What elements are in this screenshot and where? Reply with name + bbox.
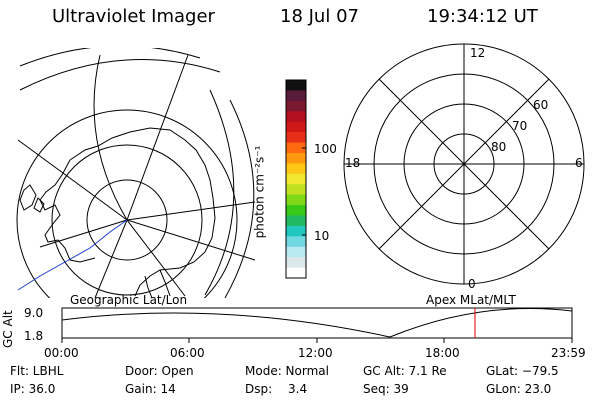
colorbar-segment xyxy=(286,111,306,123)
mlt-line-diagonal xyxy=(378,78,550,250)
colorbar-tick-10: 10 xyxy=(314,229,330,243)
lat-circle xyxy=(16,109,238,298)
altitude-timeline xyxy=(61,307,573,343)
colorbar-segment xyxy=(286,90,306,102)
apex-label: Apex MLat/MLT xyxy=(426,293,516,307)
coastline xyxy=(144,275,153,298)
x-tick-0000: 00:00 xyxy=(44,346,79,360)
coastline xyxy=(19,184,37,211)
dsp-label: Dsp: xyxy=(245,382,273,396)
altitude-curve xyxy=(61,307,573,338)
colorbar-segment xyxy=(286,80,306,91)
dsp-value: 3.4 xyxy=(288,382,308,396)
mlt-label-0: 0 xyxy=(468,277,476,291)
colorbar-segment xyxy=(286,225,306,237)
gc-alt-info: GC Alt: 7.1 Re xyxy=(363,364,447,378)
mlat-label-70: 70 xyxy=(512,119,528,133)
y-tick-1-8: 1.8 xyxy=(24,329,44,343)
colorbar-segment xyxy=(286,236,306,248)
mlat-label-60: 60 xyxy=(533,98,549,112)
colorbar-segment xyxy=(286,246,306,258)
colorbar-frame xyxy=(285,79,307,279)
lat-circle xyxy=(86,179,168,261)
mlt-label-12: 12 xyxy=(470,46,486,60)
mlat-label-80: 80 xyxy=(491,140,507,154)
colorbar-segment xyxy=(286,121,306,133)
colorbar xyxy=(285,79,307,279)
colorbar-segment xyxy=(286,215,306,227)
colorbar-segment xyxy=(286,152,306,164)
y-tick-9: 9.0 xyxy=(24,306,44,320)
x-tick-1200: 12:00 xyxy=(298,346,333,360)
x-tick-1800: 18:00 xyxy=(425,346,460,360)
door-info: Door: Open xyxy=(125,364,194,378)
mlt-label-6: 6 xyxy=(575,156,583,170)
mlt-label-18: 18 xyxy=(345,156,361,170)
timeline-ylabel: GC Alt xyxy=(1,310,15,348)
fov-arc xyxy=(204,89,235,296)
coastline xyxy=(69,127,216,297)
seq-info: Seq: 39 xyxy=(363,382,409,396)
colorbar-segment xyxy=(286,194,306,206)
colorbar-unit-label: photon cm⁻²s⁻¹ xyxy=(252,145,267,239)
x-tick-2359: 23:59 xyxy=(551,346,586,360)
timeline-frame xyxy=(61,307,573,339)
polar-plot xyxy=(343,43,585,285)
colorbar-segment xyxy=(286,142,306,154)
colorbar-segment xyxy=(286,184,306,196)
fov-arc xyxy=(19,48,201,67)
geographic-map xyxy=(16,48,256,298)
ip-info: IP: 36.0 xyxy=(10,382,56,396)
colorbar-segment xyxy=(286,173,306,185)
coastline xyxy=(39,159,96,263)
colorbar-segment xyxy=(286,257,306,269)
filter-info: Flt: LBHL xyxy=(10,364,64,378)
glon-info: GLon: 23.0 xyxy=(486,382,552,396)
fov-arc xyxy=(19,59,221,91)
date-label: 18 Jul 07 xyxy=(280,6,359,27)
colorbar-segment xyxy=(286,163,306,175)
instrument-title: Ultraviolet Imager xyxy=(52,6,215,27)
colorbar-tick-100: 100 xyxy=(314,142,337,156)
mode-info: Mode: Normal xyxy=(245,364,329,378)
colorbar-segment xyxy=(286,132,306,144)
glat-info: GLat: −79.5 xyxy=(486,364,559,378)
lat-circle xyxy=(51,144,203,296)
coastline xyxy=(159,269,171,297)
fov-arc xyxy=(224,99,255,298)
colorbar-segment xyxy=(286,205,306,216)
time-label: 19:34:12 UT xyxy=(427,6,538,27)
coastline xyxy=(33,197,45,213)
colorbar-segment xyxy=(286,100,306,112)
gain-info: Gain: 14 xyxy=(125,382,176,396)
geographic-label: Geographic Lat/Lon xyxy=(70,293,188,307)
x-tick-0600: 06:00 xyxy=(170,346,205,360)
colorbar-segment xyxy=(286,267,306,279)
satellite-track xyxy=(17,219,128,291)
